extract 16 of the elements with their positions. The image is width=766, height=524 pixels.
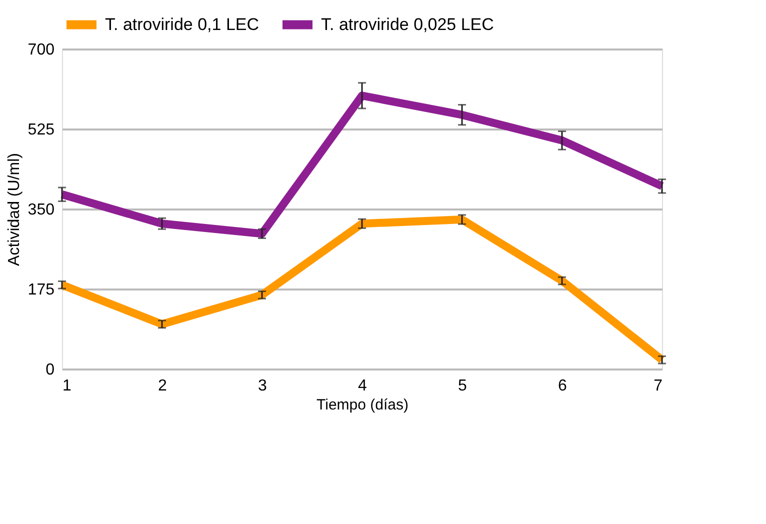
- x-axis-title: Tiempo (días): [316, 396, 408, 414]
- x-tick-label: 4: [358, 378, 368, 394]
- x-tick-label: 5: [458, 378, 468, 394]
- x-tick-label: 1: [62, 378, 72, 394]
- legend-label: T. atroviride 0,1 LEC: [105, 14, 260, 34]
- y-tick-label: 350: [28, 202, 55, 218]
- x-tick-label: 6: [558, 378, 568, 394]
- y-tick-label: 525: [28, 122, 55, 138]
- x-tick-label: 7: [654, 378, 663, 394]
- x-tick-label: 3: [258, 378, 268, 394]
- y-axis-title: Actividad (U/ml): [6, 153, 23, 266]
- y-tick-label: 700: [28, 42, 55, 58]
- legend-label: T. atroviride 0,025 LEC: [321, 14, 494, 34]
- y-tick-label: 175: [28, 282, 55, 298]
- x-tick-label: 2: [158, 378, 168, 394]
- y-tick-label: 0: [46, 362, 55, 378]
